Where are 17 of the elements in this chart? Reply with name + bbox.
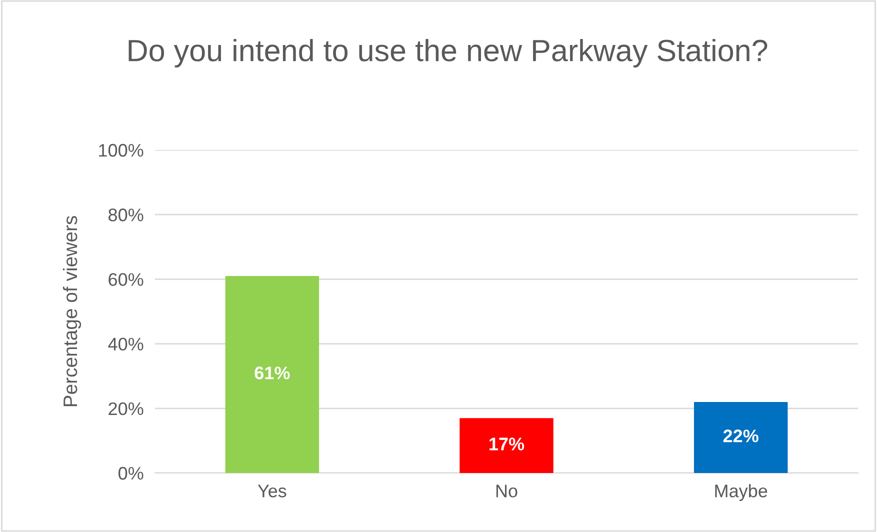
y-tick-label: 40%: [108, 338, 144, 351]
y-tick-label: 80%: [108, 208, 144, 222]
y-tick-label: 0%: [118, 466, 144, 480]
bar: [225, 276, 320, 473]
x-tick-label: No: [496, 484, 518, 498]
data-label: 17%: [490, 438, 524, 450]
y-tick-label: 20%: [108, 402, 144, 416]
bar: [460, 418, 554, 473]
data-label: 22%: [723, 430, 758, 442]
chart-title: Do you intend to use the new Parkway Station?: [128, 38, 768, 68]
y-axis-title: Percentage of viewers: [62, 216, 82, 406]
y-tick-label: 60%: [108, 273, 144, 286]
x-tick-label: Yes: [258, 484, 286, 498]
x-tick-label: Maybe: [715, 484, 768, 501]
y-tick-label: 100%: [99, 144, 144, 157]
bar: [694, 402, 788, 473]
data-label: 61%: [254, 366, 290, 380]
